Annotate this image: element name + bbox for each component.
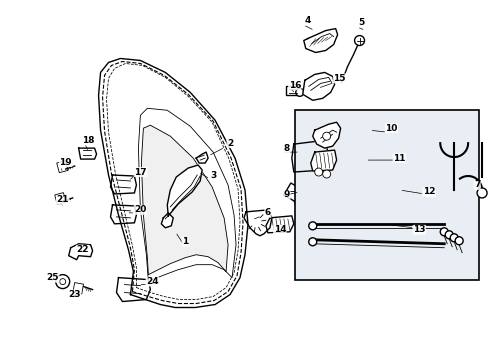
Text: 7: 7 [473, 180, 479, 189]
Circle shape [117, 181, 123, 187]
Text: 9: 9 [283, 190, 289, 199]
Circle shape [322, 132, 330, 140]
Polygon shape [138, 108, 236, 282]
Circle shape [308, 238, 316, 246]
Circle shape [125, 211, 131, 217]
Polygon shape [110, 175, 136, 194]
Bar [73, 283, 83, 294]
Circle shape [249, 216, 262, 228]
Circle shape [354, 36, 364, 45]
Bar [57, 161, 68, 173]
Circle shape [322, 170, 330, 178]
Text: 23: 23 [68, 290, 81, 299]
Polygon shape [99, 58, 247, 307]
Bar [55, 193, 66, 204]
Text: 11: 11 [392, 154, 405, 163]
Polygon shape [196, 152, 208, 163]
Circle shape [444, 231, 452, 239]
Polygon shape [265, 216, 293, 233]
Text: 2: 2 [226, 139, 233, 148]
Circle shape [439, 228, 447, 236]
Bar [285, 86, 297, 95]
Polygon shape [291, 140, 327, 172]
Text: 1: 1 [182, 237, 188, 246]
Polygon shape [79, 148, 96, 159]
Circle shape [308, 222, 316, 230]
Polygon shape [161, 213, 173, 228]
Text: 21: 21 [56, 195, 69, 204]
Polygon shape [116, 278, 150, 302]
Polygon shape [303, 28, 337, 53]
Circle shape [454, 237, 462, 245]
Text: 25: 25 [46, 273, 59, 282]
Circle shape [56, 275, 69, 289]
Text: 19: 19 [59, 158, 72, 167]
Circle shape [295, 88, 303, 96]
Circle shape [117, 211, 123, 217]
Bar [294, 110, 478, 280]
Circle shape [125, 181, 131, 187]
Text: 5: 5 [358, 18, 364, 27]
Bar [283, 183, 302, 202]
Circle shape [314, 168, 322, 176]
Circle shape [60, 279, 65, 285]
Polygon shape [310, 150, 336, 171]
Text: 10: 10 [385, 124, 397, 133]
Circle shape [449, 234, 457, 242]
Polygon shape [312, 122, 340, 148]
Text: 18: 18 [82, 136, 95, 145]
Circle shape [260, 220, 267, 228]
Text: 12: 12 [422, 188, 435, 197]
Text: 3: 3 [209, 171, 216, 180]
Text: 22: 22 [76, 245, 89, 254]
Text: 16: 16 [288, 81, 301, 90]
Text: 8: 8 [283, 144, 289, 153]
Circle shape [125, 287, 131, 293]
Text: 17: 17 [134, 167, 146, 176]
Text: 6: 6 [264, 208, 270, 217]
Polygon shape [68, 244, 92, 260]
Polygon shape [110, 205, 136, 224]
Polygon shape [302, 72, 334, 100]
Text: 14: 14 [273, 225, 285, 234]
Circle shape [135, 287, 141, 293]
Text: 24: 24 [146, 277, 158, 286]
Text: 13: 13 [412, 225, 425, 234]
Polygon shape [141, 125, 227, 275]
Text: 15: 15 [333, 74, 345, 83]
Text: 4: 4 [304, 16, 310, 25]
Text: 20: 20 [134, 206, 146, 215]
Circle shape [476, 188, 486, 198]
Polygon shape [167, 165, 202, 216]
Polygon shape [244, 210, 271, 236]
